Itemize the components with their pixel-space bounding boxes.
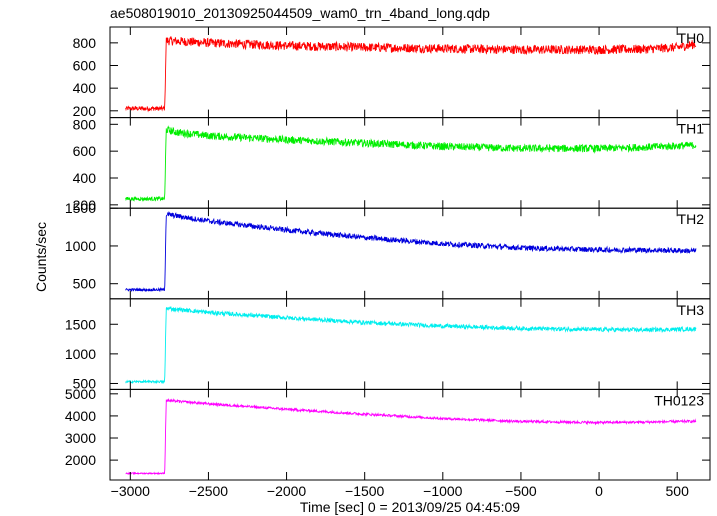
panel-th3: 500 1000 1500 TH3 [65, 298, 711, 391]
x-tick-label: 500 [666, 483, 690, 499]
panels-group: 200 400 600 800 TH0 200 400 600 800 TH1 500 1000 150… [65, 26, 711, 481]
x-tick-label: −1000 [423, 483, 463, 499]
panel-frame [109, 26, 711, 119]
chart-title: ae508019010_20130925044509_wam0_trn_4ban… [110, 5, 490, 21]
y-tick-label: 200 [73, 197, 97, 213]
y-tick-label: 1500 [65, 316, 96, 332]
panel-th0: 200 400 600 800 TH0 [73, 26, 711, 119]
series-line-th2 [125, 211, 697, 293]
y-tick-label: 800 [73, 116, 97, 132]
panel-frame [109, 298, 711, 390]
y-axis-label: Counts/sec [33, 222, 49, 292]
y-tick-label: 3000 [65, 430, 96, 446]
y-tick-label: 2000 [65, 452, 96, 468]
y-tick-label: 1000 [65, 346, 96, 362]
panel-th1: 200 400 600 800 TH1 [73, 116, 711, 213]
series-line-th3 [125, 305, 697, 385]
series-label-th0123: TH0123 [654, 392, 704, 408]
x-axis-label: Time [sec] 0 = 2013/09/25 04:45:09 [300, 499, 520, 515]
y-tick-label: 500 [73, 276, 97, 292]
x-tick-label: −2000 [267, 483, 307, 499]
y-tick-label: 4000 [65, 408, 96, 424]
x-tick-label: −2500 [189, 483, 229, 499]
x-tick-label: 0 [595, 483, 603, 499]
series-label-th0: TH0 [678, 30, 705, 46]
series-line-th1 [125, 125, 697, 202]
series-label-th2: TH2 [678, 211, 705, 227]
y-tick-label: 500 [73, 375, 97, 391]
y-tick-label: 600 [73, 58, 97, 74]
series-line-th0123 [125, 397, 697, 476]
y-tick-label: 200 [73, 103, 97, 119]
x-tick-label: −3000 [111, 483, 151, 499]
panel-th0123: 2000 3000 4000 5000 TH0123 [65, 386, 711, 481]
y-tick-label: 400 [73, 80, 97, 96]
y-tick-label: 600 [73, 143, 97, 159]
y-tick-label: 400 [73, 170, 97, 186]
y-tick-label: 5000 [65, 386, 96, 402]
panel-frame [109, 388, 711, 481]
panel-frame [109, 117, 711, 209]
x-tick-label: −500 [505, 483, 537, 499]
x-axis-ticks: −3000 −2500 −2000 −1500 −1000 −500 0 500 [111, 483, 689, 499]
x-tick-label: −1500 [345, 483, 385, 499]
y-tick-label: 800 [73, 35, 97, 51]
series-line-th0 [125, 36, 697, 113]
series-label-th3: TH3 [678, 302, 705, 318]
panel-th2: 500 1000 1500 TH2 [65, 200, 711, 300]
y-tick-label: 1000 [65, 238, 96, 254]
y-tick-label: 1500 [65, 200, 96, 216]
series-label-th1: TH1 [678, 121, 705, 137]
